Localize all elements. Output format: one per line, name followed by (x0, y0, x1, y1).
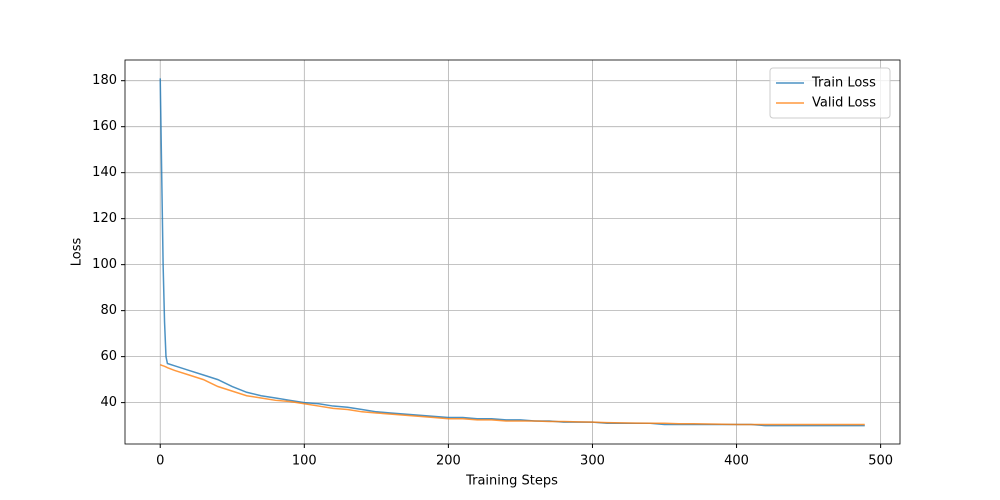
y-tick-label: 160 (92, 119, 117, 134)
y-tick-label: 100 (92, 257, 117, 272)
y-tick-label: 140 (92, 165, 117, 180)
y-tick-label: 120 (92, 211, 117, 226)
x-tick-label: 0 (156, 454, 164, 469)
x-tick-label: 100 (292, 454, 317, 469)
legend-label: Valid Loss (812, 96, 876, 111)
line-series (159, 363, 865, 426)
y-tick-label: 60 (100, 349, 117, 364)
x-tick-label: 500 (868, 454, 893, 469)
x-tick-label: 400 (724, 454, 749, 469)
y-tick-label: 40 (100, 395, 117, 410)
plot-frame (124, 59, 901, 445)
x-tick-label: 200 (436, 454, 461, 469)
y-axis-label: Loss (70, 238, 85, 267)
y-tick-label: 180 (92, 73, 117, 88)
y-tick-label: 80 (100, 303, 117, 318)
x-tick-label: 300 (580, 454, 605, 469)
legend-box (769, 67, 891, 119)
line-series (159, 78, 865, 427)
x-axis-label: Training Steps (465, 474, 558, 489)
legend-label: Train Loss (811, 76, 876, 91)
